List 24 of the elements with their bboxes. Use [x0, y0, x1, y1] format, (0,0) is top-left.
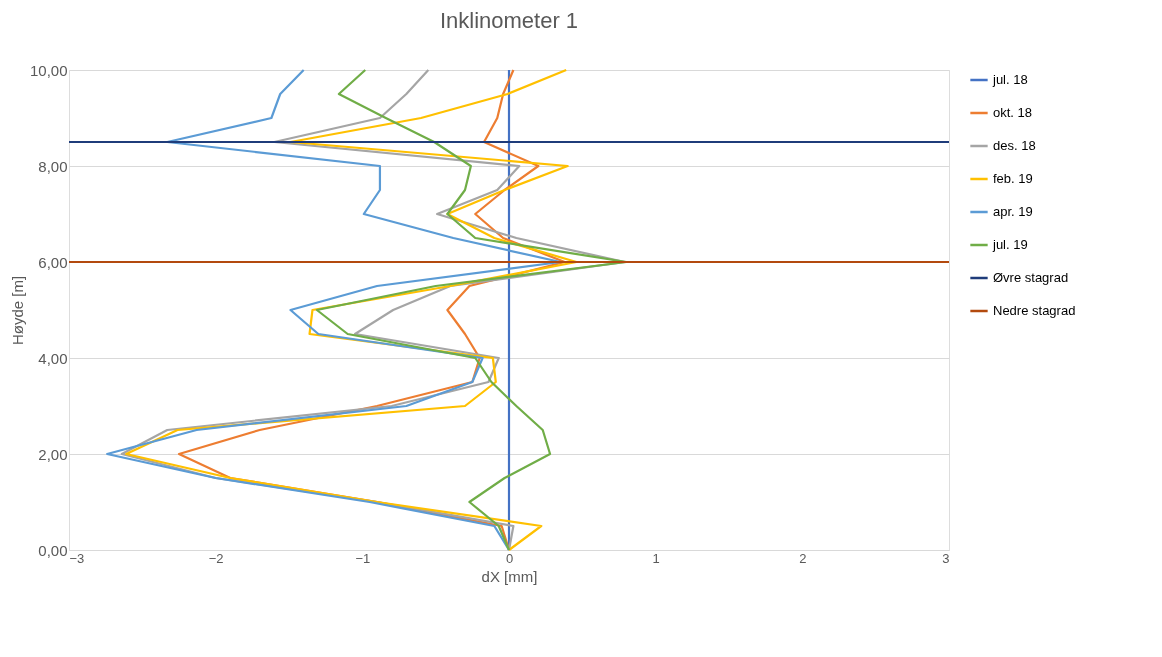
legend-label: jul. 18 — [992, 72, 1028, 87]
legend-label: jul. 19 — [992, 237, 1028, 252]
chart-title: Inklinometer 1 — [439, 8, 579, 33]
legend-label: Øvre stagrad — [993, 270, 1069, 285]
x-tick-label: 3 — [942, 550, 950, 566]
legend-label: okt. 18 — [993, 105, 1033, 120]
x-tick-label: 2 — [799, 550, 807, 566]
y-tick-label: 6,00 — [38, 253, 68, 271]
y-tick-label: 4,00 — [38, 349, 68, 367]
y-tick-label: 10,00 — [29, 61, 68, 79]
legend-label: Nedre stagrad — [993, 303, 1076, 318]
y-tick-label: 2,00 — [38, 445, 68, 463]
x-tick-label: −3 — [69, 550, 85, 566]
y-axis-title: Høyde [m] — [8, 275, 26, 346]
y-tick-label: 0,00 — [38, 541, 68, 559]
legend-label: apr. 19 — [993, 204, 1033, 219]
x-axis-title: dX [mm] — [481, 567, 538, 585]
x-tick-label: −2 — [208, 550, 224, 566]
y-tick-label: 8,00 — [38, 157, 68, 175]
legend-label: des. 18 — [993, 138, 1036, 153]
x-tick-label: 0 — [505, 550, 514, 566]
x-tick-label: −1 — [355, 550, 371, 566]
x-tick-label: 1 — [652, 550, 660, 566]
legend-label: feb. 19 — [993, 171, 1033, 186]
